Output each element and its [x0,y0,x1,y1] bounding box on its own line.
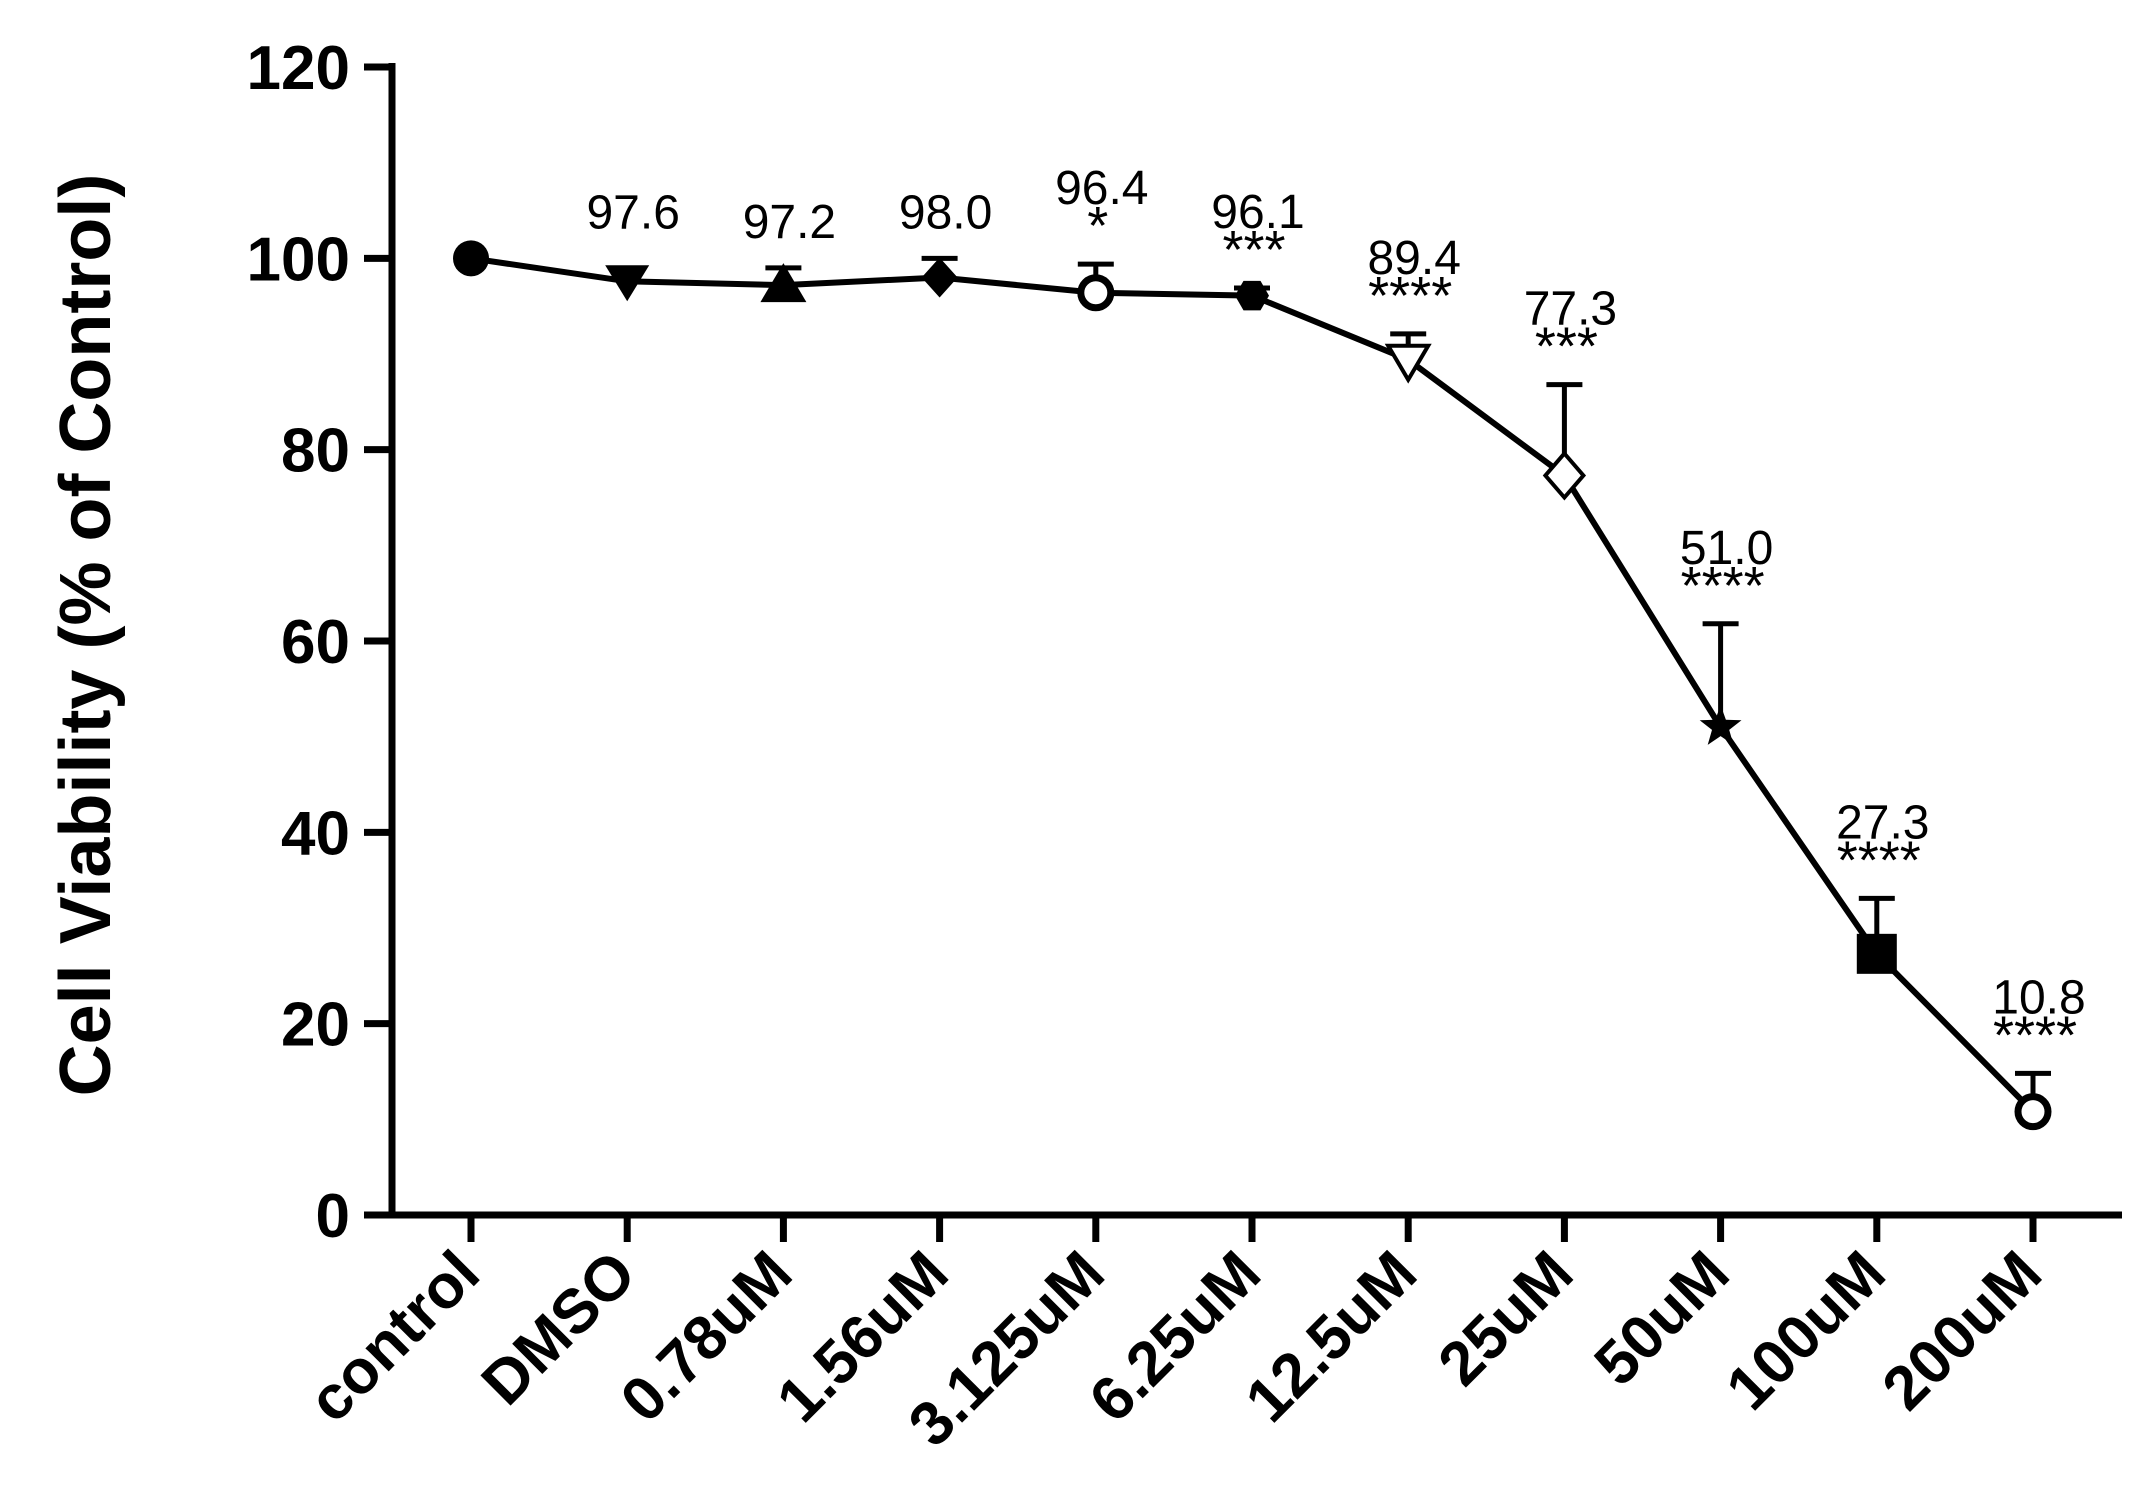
data-point-circle [453,240,489,277]
data-point-triangle-up [760,263,807,303]
x-tick-label: 12.5uM [1233,1238,1430,1435]
significance-label: *** [1222,220,1285,280]
significance-label: * [1087,196,1108,256]
x-tick-label: 25uM [1425,1238,1586,1399]
significance-label: **** [1368,266,1452,326]
error-bars [765,255,2051,1112]
data-point-triangle-down [605,265,650,302]
value-label: 10.8 [1992,971,2085,1024]
data-point-diamond [921,257,958,298]
data-point-triangle-down-open [1384,343,1432,384]
data-point-circle-open [1077,274,1115,312]
series-polyline [470,255,2036,1114]
data-point-hexagon [1235,280,1269,311]
data-point-diamond-open [1542,450,1587,501]
significance-label: *** [1535,317,1598,377]
significance-label: **** [1993,1005,2077,1065]
x-tick-label: control [296,1238,493,1435]
value-label: 51.0 [1680,522,1773,575]
y-axis-label: Cell Viability (% of Control) [46,174,126,1097]
y-tick-label: 120 [247,34,350,103]
y-tick-label: 20 [281,991,350,1060]
x-tick-label: 6.25uM [1076,1238,1273,1435]
value-label: 98.0 [899,186,992,239]
value-label: 97.6 [586,186,679,239]
series-line [470,255,2036,1114]
significance-label: **** [1681,556,1765,616]
value-label: 96.4 [1055,162,1148,215]
y-tick-label: 80 [281,417,350,486]
data-labels: 97.6 97.2 98.0 *96.4***96.1****89.4***77.3*… [586,162,2085,1065]
value-label: 97.2 [743,196,836,249]
value-label: 96.1 [1211,186,1304,239]
y-tick-label: 0 [316,1182,350,1251]
data-point-circle-open [2014,1093,2052,1131]
data-point-square [1856,933,1897,974]
value-label: 27.3 [1836,796,1929,849]
x-tick-label: 200uM [1870,1238,2055,1423]
y-tick-label: 40 [281,799,350,868]
value-label: 77.3 [1524,283,1617,336]
x-tick-label: 100uM [1713,1238,1898,1423]
y-axis-ticks: 0 20 40 60 80 100 120 [247,34,392,1251]
y-tick-label: 100 [247,225,350,294]
x-axis-ticks: controlDMSO0.78uM1.56uM3.125uM6.25uM12.5… [296,1215,2055,1460]
data-markers [453,240,2052,1131]
value-label: 89.4 [1367,232,1460,285]
data-point-star [1699,705,1742,745]
x-tick-label: 0.78uM [608,1238,805,1435]
significance-label: **** [1837,830,1921,890]
y-tick-label: 60 [281,608,350,677]
